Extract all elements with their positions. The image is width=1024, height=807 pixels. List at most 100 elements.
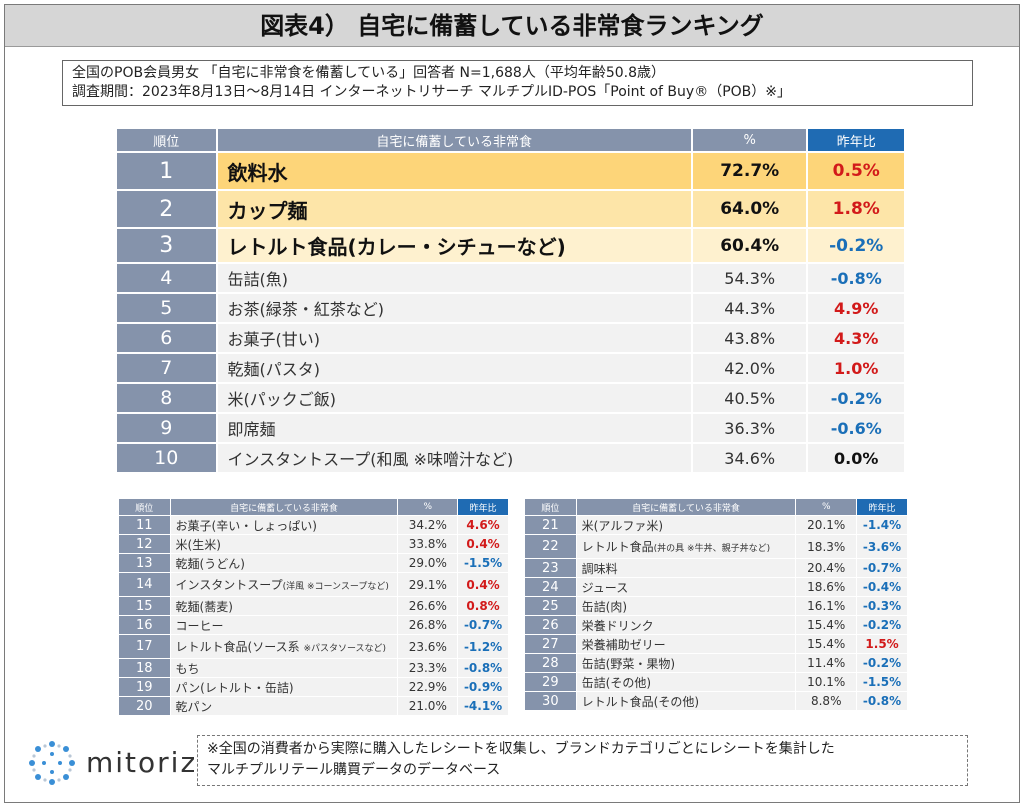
item-cell: 缶詰(野菜・果物) <box>575 653 797 673</box>
item-cell: お菓子(辛い・しょっぱい) <box>169 515 399 535</box>
pct-cell: 20.4% <box>795 558 858 578</box>
pct-cell: 34.6% <box>690 442 809 474</box>
yoy-cell: 1.8% <box>806 189 906 229</box>
ranking-table-21-30: 順位 自宅に備蓄している非常食 % 昨年比 21 米(アルファ米) 20.1% -1.… <box>524 498 908 711</box>
header-item: 自宅に備蓄している非常食 <box>575 498 797 516</box>
rank-cell: 8 <box>115 382 218 414</box>
page-title: 図表4） 自宅に備蓄している非常食ランキング <box>5 5 1019 47</box>
ranking-table-11-20: 順位 自宅に備蓄している非常食 % 昨年比 11 お菓子(辛い・しょっぱい) 34.… <box>118 498 509 716</box>
item-cell: 乾パン <box>169 696 399 716</box>
item-cell: レトルト食品(ソース系 ※パスタソースなど) <box>169 634 399 659</box>
pct-cell: 20.1% <box>795 515 858 535</box>
rank-cell: 22 <box>524 534 577 559</box>
yoy-cell: 0.4% <box>457 572 509 597</box>
yoy-cell: -1.4% <box>856 515 908 535</box>
table-row: 12 米(生米) 33.8% 0.4% <box>118 534 509 554</box>
yoy-cell: -0.2% <box>856 653 908 673</box>
pct-cell: 23.6% <box>397 634 459 659</box>
pct-cell: 16.1% <box>795 596 858 616</box>
rank-cell: 11 <box>118 515 171 535</box>
yoy-cell: -0.2% <box>856 615 908 635</box>
header-pct: % <box>795 498 858 516</box>
item-cell: カップ麺 <box>215 189 693 229</box>
rank-cell: 3 <box>115 227 218 264</box>
pct-cell: 34.2% <box>397 515 459 535</box>
yoy-cell: 0.0% <box>806 442 906 474</box>
rank-cell: 18 <box>118 658 171 678</box>
rank-cell: 14 <box>118 572 171 597</box>
yoy-cell: -4.1% <box>457 696 509 716</box>
pct-cell: 23.3% <box>397 658 459 678</box>
pct-cell: 42.0% <box>690 352 809 384</box>
yoy-cell: 1.5% <box>856 634 908 654</box>
pct-cell: 36.3% <box>690 412 809 444</box>
item-note: (洋風 ※コーンスープなど) <box>282 582 389 592</box>
rank-cell: 13 <box>118 553 171 573</box>
item-label: 栄養ドリンク <box>581 618 654 633</box>
rank-cell: 7 <box>115 352 218 384</box>
header-yoy: 昨年比 <box>806 127 906 153</box>
table-row: 21 米(アルファ米) 20.1% -1.4% <box>524 515 908 535</box>
yoy-cell: -0.8% <box>856 691 908 711</box>
table-row: 7 乾麺(パスタ) 42.0% 1.0% <box>115 352 906 384</box>
rank-cell: 15 <box>118 596 171 616</box>
item-label: パン(レトルト・缶詰) <box>175 680 294 695</box>
item-label: 乾麺(蕎麦) <box>175 599 233 614</box>
item-cell: インスタントスープ(洋風 ※コーンスープなど) <box>169 572 399 597</box>
survey-info-box: 全国のPOB会員男女 「自宅に非常食を備蓄している」回答者 N=1,688人（平… <box>62 60 973 106</box>
pct-cell: 11.4% <box>795 653 858 673</box>
rank-cell: 19 <box>118 677 171 697</box>
yoy-cell: 4.9% <box>806 292 906 324</box>
item-cell: お菓子(甘い) <box>215 322 693 354</box>
item-label: レトルト食品 <box>581 540 654 554</box>
item-label: 栄養補助ゼリー <box>581 637 666 652</box>
main-ranking-table: 順位 自宅に備蓄している非常食 % 昨年比 1 飲料水 72.7% 0.5% 2 カップ麺… <box>115 127 906 474</box>
rank-cell: 28 <box>524 653 577 673</box>
yoy-cell: 0.5% <box>806 151 906 191</box>
yoy-cell: -0.7% <box>457 615 509 635</box>
table-row: 5 お茶(緑茶・紅茶など) 44.3% 4.9% <box>115 292 906 324</box>
item-cell: 乾麺(蕎麦) <box>169 596 399 616</box>
header-item: 自宅に備蓄している非常食 <box>215 127 693 153</box>
rank-cell: 5 <box>115 292 218 324</box>
table-row: 29 缶詰(その他) 10.1% -1.5% <box>524 672 908 692</box>
item-cell: お茶(緑茶・紅茶など) <box>215 292 693 324</box>
item-label: もち <box>175 661 200 676</box>
yoy-cell: -0.2% <box>806 382 906 414</box>
item-label: 乾パン <box>175 699 213 714</box>
item-cell: レトルト食品(カレー・シチューなど) <box>215 227 693 264</box>
item-label: 米(アルファ米) <box>581 518 664 533</box>
pct-cell: 15.4% <box>795 615 858 635</box>
pct-cell: 29.0% <box>397 553 459 573</box>
item-label: インスタントスープ <box>175 578 283 592</box>
pct-cell: 26.6% <box>397 596 459 616</box>
table-row: 17 レトルト食品(ソース系 ※パスタソースなど) 23.6% -1.2% <box>118 634 509 659</box>
pct-cell: 29.1% <box>397 572 459 597</box>
item-cell: 乾麺(パスタ) <box>215 352 693 384</box>
rank-cell: 27 <box>524 634 577 654</box>
item-label: レトルト食品(その他) <box>581 694 700 709</box>
rank-cell: 2 <box>115 189 218 229</box>
footnote-box: ※全国の消費者から実際に購入したレシートを収集し、ブランドカテゴリごとにレシート… <box>197 735 968 786</box>
rank-cell: 23 <box>524 558 577 578</box>
item-cell: 米(パックご飯) <box>215 382 693 414</box>
yoy-cell: -1.2% <box>457 634 509 659</box>
item-cell: 栄養ドリンク <box>575 615 797 635</box>
table-row: 16 コーヒー 26.8% -0.7% <box>118 615 509 635</box>
mitoriz-logo: mitoriz <box>26 738 195 788</box>
pct-cell: 21.0% <box>397 696 459 716</box>
yoy-cell: -3.6% <box>856 534 908 559</box>
item-cell: インスタントスープ(和風 ※味噌汁など) <box>215 442 693 474</box>
pct-cell: 64.0% <box>690 189 809 229</box>
pct-cell: 18.6% <box>795 577 858 597</box>
table-row: 24 ジュース 18.6% -0.4% <box>524 577 908 597</box>
rank-cell: 17 <box>118 634 171 659</box>
table-row: 13 乾麺(うどん) 29.0% -1.5% <box>118 553 509 573</box>
rank-cell: 21 <box>524 515 577 535</box>
item-label: 米(生米) <box>175 537 221 552</box>
yoy-cell: -0.8% <box>457 658 509 678</box>
yoy-cell: 0.8% <box>457 596 509 616</box>
pct-cell: 43.8% <box>690 322 809 354</box>
pct-cell: 60.4% <box>690 227 809 264</box>
item-label: 缶詰(肉) <box>581 599 628 614</box>
